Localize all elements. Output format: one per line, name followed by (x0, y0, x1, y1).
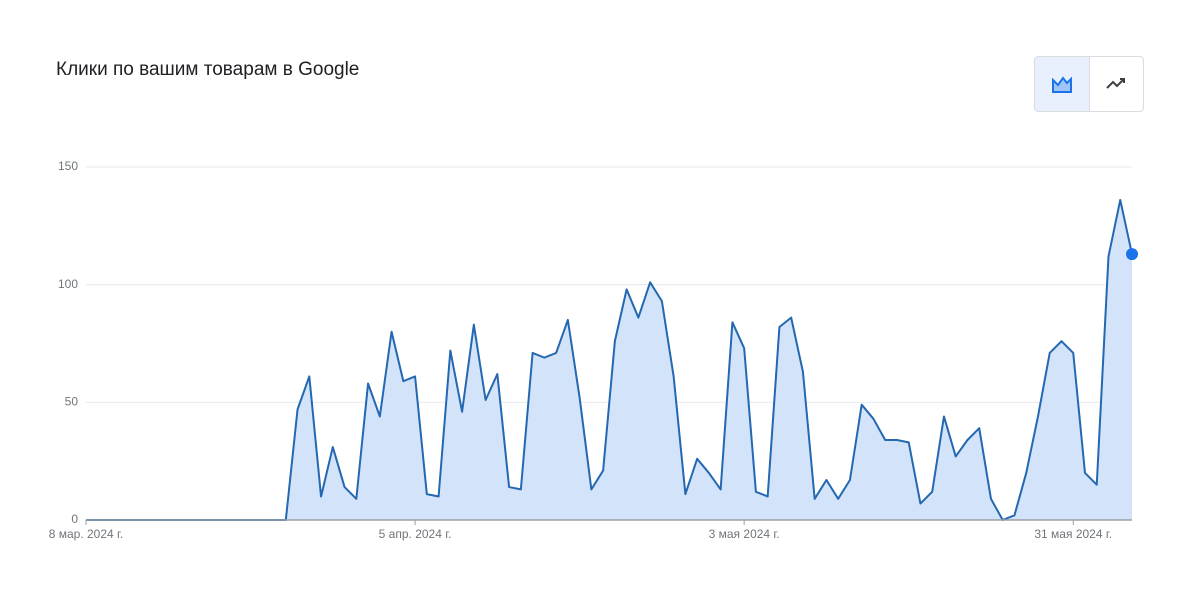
area-icon (1051, 76, 1072, 93)
view-toggle (1034, 56, 1144, 112)
x-tick-label: 8 мар. 2024 г. (49, 527, 124, 541)
x-tick-label: 5 апр. 2024 г. (379, 527, 452, 541)
chart-title: Клики по вашим товарам в Google (56, 59, 359, 80)
area (86, 199, 1132, 521)
x-tick-label: 31 мая 2024 г. (1034, 527, 1112, 541)
y-tick-label: 50 (65, 395, 79, 409)
x-tick-label: 3 мая 2024 г. (709, 527, 780, 541)
y-tick-label: 150 (58, 159, 78, 173)
y-tick-label: 100 (58, 277, 78, 291)
area-view-button[interactable] (1035, 57, 1090, 111)
highlight-point (1126, 248, 1138, 261)
line-view-button[interactable] (1090, 57, 1144, 111)
y-tick-label: 0 (71, 512, 78, 526)
line-icon (1106, 78, 1126, 89)
